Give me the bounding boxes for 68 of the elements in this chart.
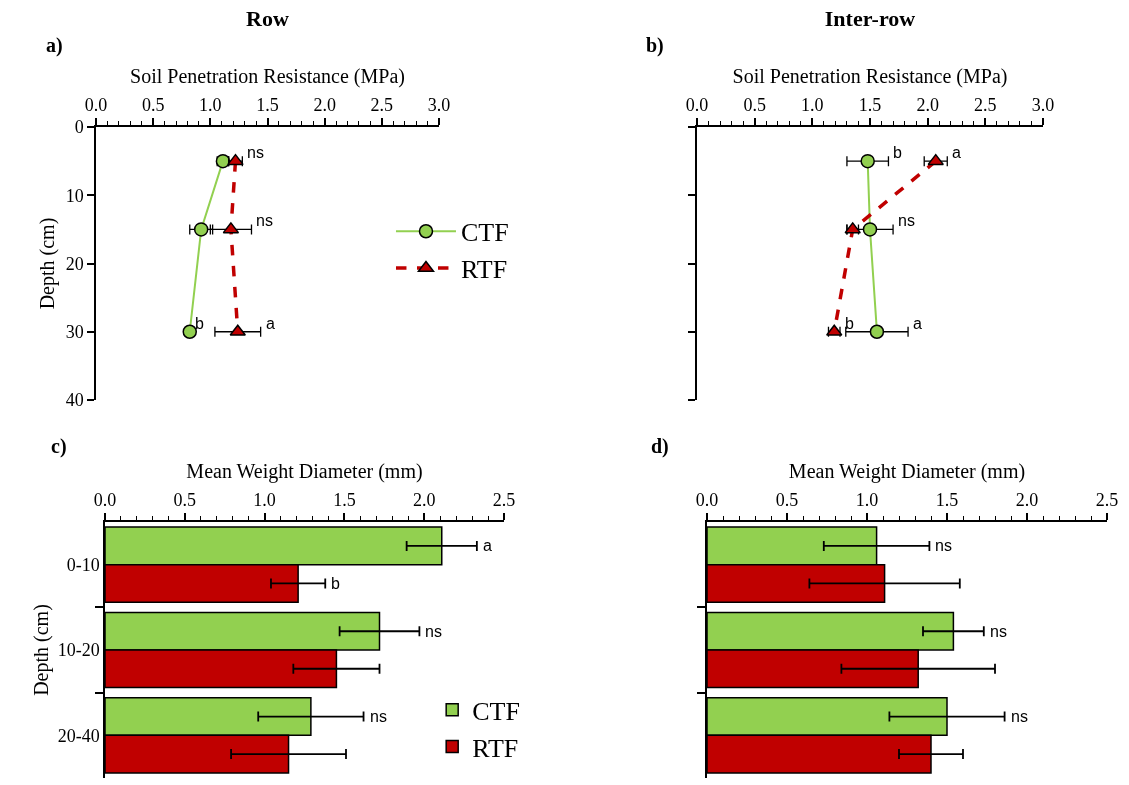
x-tick-label: 2.5: [974, 95, 997, 116]
x-tick-label: 2.0: [1015, 490, 1039, 511]
data-label: b: [893, 144, 902, 161]
data-label: a: [483, 537, 492, 554]
x-tick-label: 1.5: [256, 95, 279, 116]
x-tick-label: 1.0: [253, 490, 276, 511]
annotation: ns: [935, 537, 952, 554]
text: b): [646, 34, 664, 57]
annotation: ns: [1011, 708, 1028, 725]
x-tick-label: 1.0: [801, 95, 824, 116]
x-tick-label: 0.0: [695, 490, 719, 511]
x-tick-label: 0.5: [775, 490, 799, 511]
legend-label: CTF: [460, 218, 509, 248]
y-tick-label: 20: [65, 253, 84, 274]
x-tick-label: 2.0: [916, 95, 939, 116]
x-tick-label: 0.0: [685, 95, 709, 116]
y-tick-label: 20-40: [57, 725, 100, 746]
x-axis-title: Mean Weight Diameter (mm): [186, 460, 423, 484]
data-label: a: [913, 315, 922, 332]
text: d): [651, 435, 669, 458]
point: [193, 222, 209, 237]
data-label: b: [845, 315, 854, 332]
y-axis-title: Depth (cm): [35, 217, 59, 310]
x-tick-label: 2.0: [412, 490, 436, 511]
data-label: b: [195, 315, 204, 332]
y-axis-title: Depth (cm): [29, 604, 53, 696]
x-tick-label: 1.0: [199, 95, 222, 116]
y-tick-label: 0-10: [66, 554, 100, 575]
data-label: ns: [425, 623, 442, 640]
x-tick-label: 0.0: [93, 490, 117, 511]
data-label: a: [266, 315, 275, 332]
data-label: ns: [990, 623, 1007, 640]
x-axis-title: Mean Weight Diameter (mm): [788, 460, 1026, 484]
x-tick-label: 2.5: [1095, 490, 1119, 511]
chart-title: Inter-row: [824, 5, 916, 31]
y-tick-label: 0: [74, 117, 84, 138]
chart-title: Row: [246, 5, 289, 31]
legend-label: RTF: [472, 733, 519, 763]
data-label: ns: [898, 212, 915, 229]
data-label: ns: [256, 212, 273, 229]
point: [182, 324, 197, 339]
x-tick-label: 1.0: [855, 490, 879, 511]
x-tick-label: 2.5: [492, 490, 516, 511]
data-label: b: [331, 575, 340, 592]
data-label: ns: [247, 144, 264, 161]
x-axis-title: Soil Penetration Resistance (MPa): [732, 65, 1008, 89]
x-tick-label: 3.0: [1031, 95, 1055, 116]
x-tick-label: 2.5: [370, 95, 394, 116]
y-tick-label: 10: [65, 185, 84, 206]
x-tick-label: 1.5: [333, 490, 356, 511]
x-tick-label: 0.5: [743, 95, 766, 116]
x-tick-label: 1.5: [935, 490, 959, 511]
text: c): [51, 435, 67, 458]
legend-label: RTF: [460, 255, 508, 285]
x-tick-label: 1.5: [858, 95, 882, 116]
x-axis-title: Soil Penetration Resistance (MPa): [130, 65, 405, 89]
data-label: a: [952, 144, 961, 161]
x-tick-label: 0.5: [141, 95, 165, 116]
x-tick-label: 0.0: [84, 95, 108, 116]
legend-label: CTF: [472, 696, 520, 726]
y-tick-label: 40: [65, 390, 84, 411]
annotation: ns: [370, 708, 387, 725]
x-tick-label: 3.0: [427, 95, 451, 116]
x-tick-label: 0.5: [173, 490, 197, 511]
y-tick-label: 30: [65, 322, 84, 343]
text: a): [46, 34, 63, 57]
y-tick-label: 10-20: [57, 640, 100, 661]
x-tick-label: 2.0: [313, 95, 336, 116]
